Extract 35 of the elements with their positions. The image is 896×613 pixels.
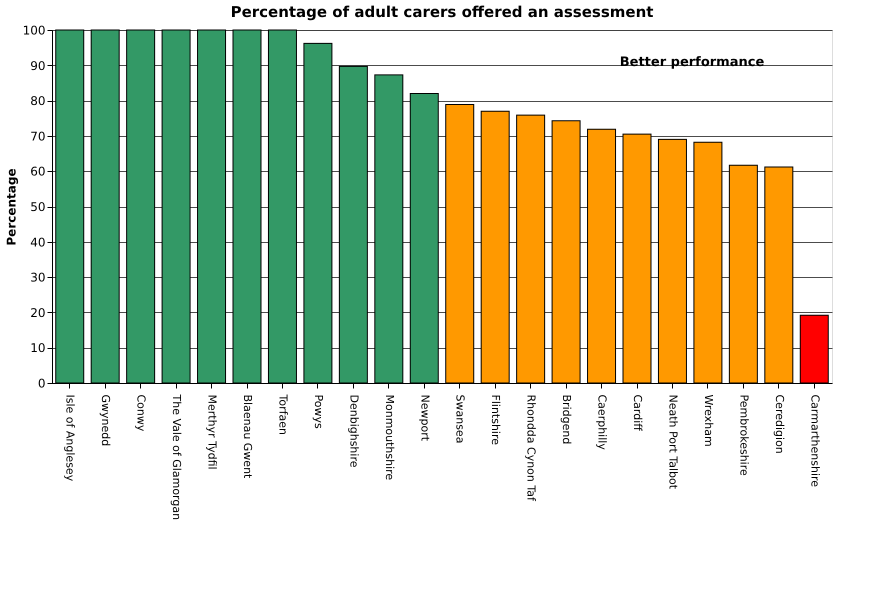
y-tick-label: 100: [22, 24, 46, 38]
x-tick-label: Wrexham: [702, 394, 715, 447]
y-tick-label: 90: [30, 58, 46, 73]
x-tick-label: Gwynedd: [99, 394, 112, 446]
x-tick-label: Carmarthenshire: [808, 394, 822, 488]
x-tick-label: Torfaen: [276, 394, 290, 435]
x-tick-label: Ceredigion: [772, 394, 786, 454]
y-tick-label: 60: [30, 164, 46, 179]
x-tick-label: Bridgend: [560, 394, 574, 444]
x-tick-label: Swansea: [454, 394, 467, 444]
x-tick-label: Powys: [312, 394, 325, 429]
x-tick-label: Rhondda Cynon Taf: [524, 394, 538, 502]
x-tick-label: Newport: [418, 394, 432, 442]
y-tick-label: 80: [30, 94, 46, 108]
y-tick-label: 50: [30, 200, 46, 214]
y-tick-label: 40: [30, 235, 46, 250]
x-tick-label: Conwy: [134, 394, 148, 432]
y-axis-title: Percentage: [4, 168, 19, 246]
x-tick-label: Blaenau Gwent: [241, 394, 254, 480]
y-tick-label: 0: [38, 376, 46, 390]
x-tick-label: Monmouthshire: [382, 394, 396, 480]
x-tick-label: Denbighshire: [347, 394, 360, 468]
x-tick-label: Isle of Anglesey: [64, 394, 77, 482]
x-tick-label: Cardiff: [631, 394, 644, 432]
y-tick-label: 70: [30, 129, 46, 144]
x-tick-label: The Vale of Glamorgan: [170, 394, 184, 520]
x-tick-label: Flintshire: [489, 394, 502, 446]
y-tick-label: 30: [30, 270, 46, 285]
x-tick-label: Pembrokeshire: [737, 394, 750, 476]
x-tick-label: Neath Port Talbot: [666, 394, 680, 490]
x-tick-label: Caerphilly: [596, 394, 609, 450]
y-tick-label: 10: [30, 341, 46, 356]
y-tick-label: 20: [30, 306, 46, 320]
x-tick-label: Merthyr Tydfil: [206, 394, 219, 470]
chart-title: Percentage of adult carers offered an assessment: [230, 3, 654, 21]
